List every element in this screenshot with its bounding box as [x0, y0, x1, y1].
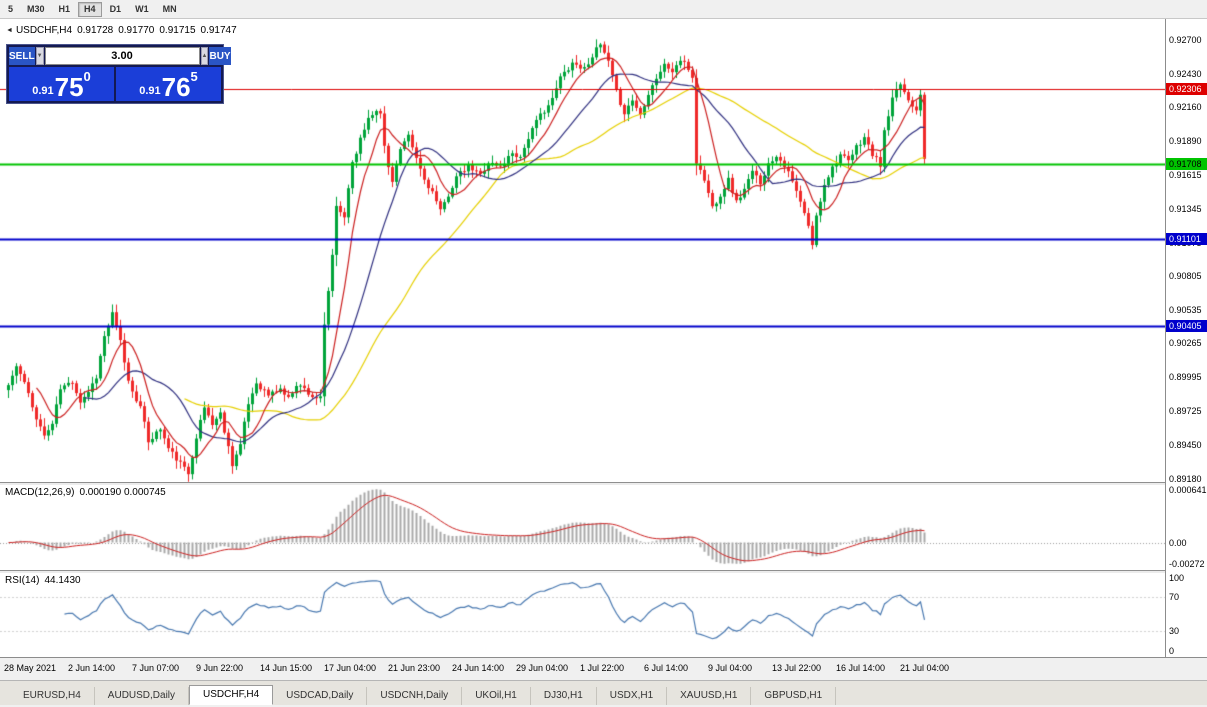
time-axis-label: 6 Jul 14:00: [644, 663, 689, 673]
time-axis-label: 14 Jun 15:00: [260, 663, 313, 673]
timeframe-button-mn[interactable]: MN: [162, 3, 177, 14]
time-axis-label: 28 May 2021: [4, 663, 57, 673]
rsi-axis-label: 30: [1169, 625, 1180, 636]
time-axis-label: 24 Jun 14:00: [452, 663, 505, 673]
timeframe-button-m30[interactable]: M30: [27, 3, 45, 14]
timeframe-button-d1[interactable]: D1: [109, 3, 122, 14]
chart-tab-usdcnh-daily[interactable]: USDCNH,Daily: [367, 687, 463, 705]
volume-increase-button[interactable]: ▲: [200, 47, 209, 65]
chart-tab-ukoil-h1[interactable]: UKOil,H1: [462, 687, 531, 705]
rsi-axis-label: 0: [1169, 646, 1175, 656]
time-axis-label: 2 Jun 14:00: [68, 663, 116, 673]
time-axis-label: 1 Jul 22:00: [580, 663, 625, 673]
sell-price-pip: 0: [83, 69, 91, 84]
volume-decrease-button[interactable]: ▼: [35, 47, 44, 65]
timeframe-button-5[interactable]: 5: [8, 3, 14, 14]
one-click-trading-panel: SELL ▼ ▲ BUY 0.91 75 0 0.91 76 5: [6, 44, 231, 104]
timeframe-button-h1[interactable]: H1: [58, 3, 71, 14]
macd-axis-label: 0.000641: [1169, 485, 1207, 495]
time-axis-label: 7 Jun 07:00: [132, 663, 180, 673]
chart-tab-usdchf-h4[interactable]: USDCHF,H4: [189, 685, 274, 705]
price-axis-label: 0.91345: [1169, 203, 1202, 214]
time-axis[interactable]: 28 May 2021 2 Jun 14:00 7 Jun 07:00 9 Jun 2…: [0, 658, 1207, 681]
chart-symbol: USDCHF,H4: [15, 25, 73, 36]
ohlc-close: 0.91747: [200, 25, 237, 36]
price-line-badge: 0.91708: [1166, 157, 1207, 170]
time-axis-label: 13 Jul 22:00: [772, 663, 822, 673]
macd-label: MACD(12,26,9) 0.000190 0.000745: [5, 487, 166, 498]
timeframe-toolbar: 5 M30 H1 H4 D1 W1 MN: [0, 0, 1207, 19]
macd-values: 0.000190 0.000745: [79, 487, 166, 498]
price-axis[interactable]: 0.92700 0.92430 0.92160 0.91890 0.91615 0.913…: [1165, 19, 1207, 657]
price-axis-label: 0.90805: [1169, 271, 1202, 282]
rsi-label: RSI(14) 44.1430: [5, 575, 81, 586]
chart-tab-eurusd-h4[interactable]: EURUSD,H4: [10, 687, 95, 705]
price-axis-label: 0.92430: [1169, 68, 1202, 79]
chart-tab-usdx-h1[interactable]: USDX,H1: [597, 687, 668, 705]
rsi-panel-separator[interactable]: [0, 570, 1207, 574]
buy-price-button[interactable]: 0.91 76 5: [116, 67, 221, 101]
rsi-axis-label: 100: [1169, 573, 1185, 583]
price-axis-label: 0.90535: [1169, 304, 1202, 315]
rsi-name: RSI(14): [5, 575, 40, 586]
price-line-badge: 0.90405: [1166, 319, 1207, 332]
macd-name: MACD(12,26,9): [5, 487, 75, 498]
chart-tab-bar: EURUSD,H4 AUDUSD,Daily USDCHF,H4 USDCAD,Dai…: [0, 681, 1207, 705]
time-axis-label: 16 Jul 14:00: [836, 663, 886, 673]
ohlc-low: 0.91715: [159, 25, 196, 36]
rsi-value: 44.1430: [44, 575, 81, 586]
buy-price-big: 76: [161, 72, 191, 102]
price-axis-label: 0.91890: [1169, 136, 1202, 147]
chart-region: ◄ USDCHF,H4 0.91728 0.91770 0.91715 0.91747 S…: [0, 19, 1207, 658]
chart-title: ◄ USDCHF,H4 0.91728 0.91770 0.91715 0.91747: [6, 25, 237, 36]
volume-input[interactable]: [44, 47, 200, 65]
sell-button[interactable]: SELL: [9, 47, 35, 65]
buy-price-pip: 5: [190, 69, 198, 84]
macd-axis-label: 0.00: [1169, 537, 1187, 548]
chart-tab-gbpusd-h1[interactable]: GBPUSD,H1: [751, 687, 837, 705]
price-axis-label: 0.89450: [1169, 439, 1202, 450]
sell-price-big: 75: [54, 72, 84, 102]
price-axis-label: 0.90265: [1169, 338, 1202, 349]
time-axis-label: 9 Jul 04:00: [708, 663, 753, 673]
price-axis-label: 0.89995: [1169, 372, 1202, 383]
ohlc-open: 0.91728: [77, 25, 114, 36]
chart-tab-xauusd-h1[interactable]: XAUUSD,H1: [667, 687, 752, 705]
rsi-axis-label: 70: [1169, 592, 1180, 603]
chevron-down-icon: ▼: [36, 53, 43, 59]
chart-tab-usdcad-daily[interactable]: USDCAD,Daily: [273, 687, 368, 705]
price-line-badge: 0.91101: [1166, 233, 1207, 246]
chevron-up-icon: ▲: [201, 53, 208, 59]
chart-canvas[interactable]: [0, 19, 1165, 657]
price-axis-label: 0.89180: [1169, 473, 1202, 484]
sell-price-prefix: 0.91: [32, 85, 54, 97]
buy-price-prefix: 0.91: [139, 85, 161, 97]
price-axis-label: 0.92160: [1169, 102, 1202, 113]
timeframe-button-h4[interactable]: H4: [78, 1, 102, 17]
macd-panel-separator[interactable]: [0, 482, 1207, 486]
timeframe-button-w1[interactable]: W1: [135, 3, 149, 14]
sell-price-button[interactable]: 0.91 75 0: [9, 67, 114, 101]
price-line-badge: 0.92306: [1166, 83, 1207, 96]
one-click-collapse-icon[interactable]: ◄: [6, 27, 13, 34]
time-axis-label: 21 Jul 04:00: [900, 663, 950, 673]
time-axis-label: 29 Jun 04:00: [516, 663, 569, 673]
price-axis-label: 0.89725: [1169, 405, 1202, 416]
chart-tab-dj30-h1[interactable]: DJ30,H1: [531, 687, 597, 705]
ohlc-high: 0.91770: [118, 25, 155, 36]
buy-button[interactable]: BUY: [209, 47, 231, 65]
time-axis-label: 17 Jun 04:00: [324, 663, 377, 673]
time-axis-label: 21 Jun 23:00: [388, 663, 441, 673]
price-axis-label: 0.91615: [1169, 170, 1202, 181]
chart-tab-audusd-daily[interactable]: AUDUSD,Daily: [95, 687, 190, 705]
macd-axis-label: -0.00272: [1169, 559, 1205, 569]
time-axis-label: 9 Jun 22:00: [196, 663, 244, 673]
price-axis-label: 0.92700: [1169, 35, 1202, 46]
